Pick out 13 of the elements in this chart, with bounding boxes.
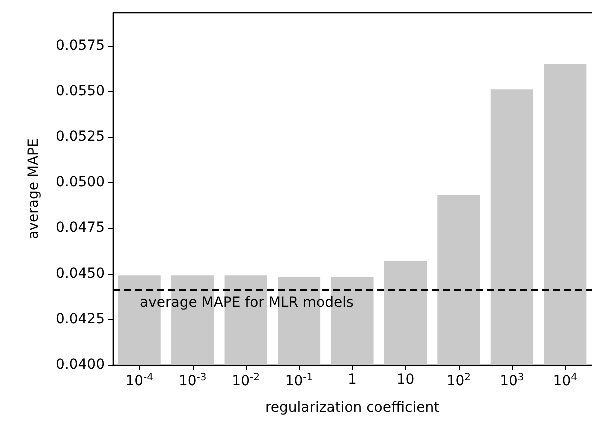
- x-axis-title: regularization coefficient: [265, 400, 440, 416]
- y-tick-label: 0.0500: [56, 174, 105, 191]
- y-tick-label: 0.0550: [56, 83, 105, 100]
- x-tick-label: 10: [396, 372, 415, 388]
- y-tick-label: 0.0575: [56, 38, 105, 54]
- y-tick-label: 0.0425: [56, 311, 105, 328]
- x-tick-label: 1: [348, 372, 357, 388]
- y-tick-label: 0.0525: [56, 129, 105, 146]
- y-tick-label: 0.0475: [56, 220, 105, 236]
- y-tick-label: 0.0450: [56, 266, 105, 282]
- ref-line-label: average MAPE for MLR models: [140, 295, 354, 312]
- y-axis-title: average MAPE: [26, 138, 42, 240]
- y-tick-label: 0.0400: [56, 357, 105, 373]
